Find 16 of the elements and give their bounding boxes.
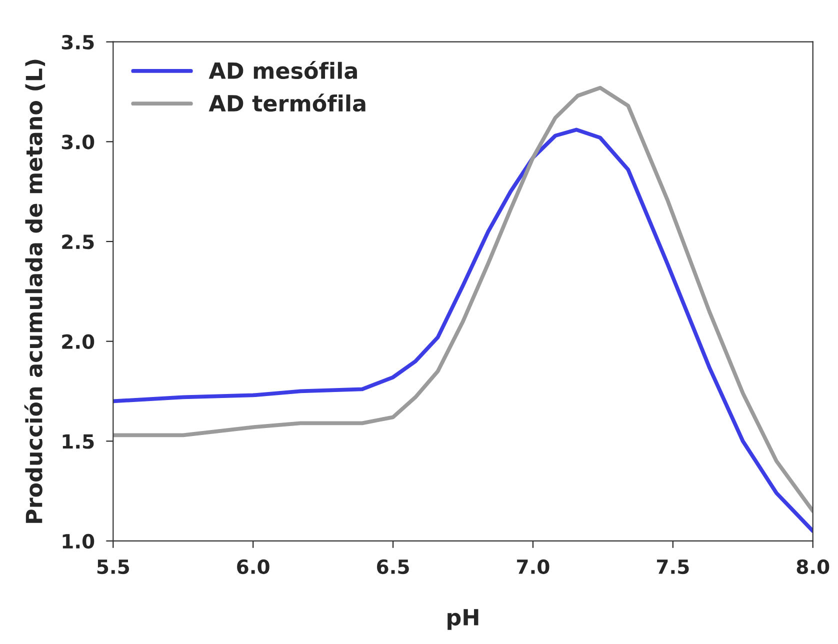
y-tick-label: 3.0 [62, 134, 94, 150]
y-axis-title: Producción acumulada de metano (L) [24, 60, 46, 523]
y-tick-label: 3.5 [62, 34, 94, 50]
x-tick-label: 7.5 [656, 560, 689, 574]
legend-label: AD termófila [208, 94, 366, 112]
x-tick-label: 6.5 [377, 559, 409, 574]
x-tick-label: 7.0 [517, 559, 550, 574]
y-tick-label: 1.5 [62, 434, 94, 449]
x-tick-label: 6.0 [237, 559, 270, 574]
x-axis-title: pH [448, 609, 478, 630]
y-tick-label: 2.5 [62, 234, 94, 250]
y-tick-label: 1.0 [62, 534, 94, 549]
x-tick-label: 5.5 [97, 560, 129, 574]
y-tick-label: 2.0 [62, 334, 94, 349]
x-tick-label: 8.0 [796, 559, 830, 574]
legend-label: AD mesófila [208, 60, 357, 80]
